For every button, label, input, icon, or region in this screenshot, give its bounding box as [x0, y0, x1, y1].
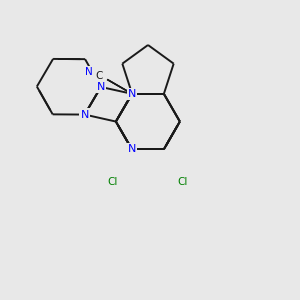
Text: Cl: Cl: [178, 177, 188, 187]
Text: N: N: [128, 89, 136, 99]
Text: C: C: [95, 71, 103, 81]
Text: N: N: [97, 82, 105, 92]
Text: N: N: [85, 68, 93, 77]
Text: N: N: [128, 144, 136, 154]
Text: N: N: [80, 110, 89, 120]
Text: Cl: Cl: [108, 177, 118, 187]
